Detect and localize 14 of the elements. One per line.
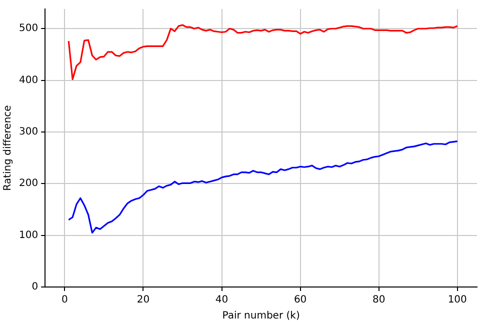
- y-tick-label: 400: [18, 74, 38, 86]
- y-tick-label: 100: [18, 230, 38, 241]
- x-axis-title: Pair number (k): [222, 310, 300, 322]
- y-axis-title: Rating difference: [2, 105, 14, 191]
- x-tick-label: 0: [62, 294, 68, 306]
- x-tick-label: 20: [136, 294, 150, 306]
- x-tick-label: 80: [372, 294, 386, 306]
- x-tick-label: 60: [294, 294, 307, 306]
- x-tick-label: 100: [448, 294, 467, 306]
- y-tick-label: 500: [18, 23, 38, 34]
- y-tick-label: 0: [32, 282, 38, 293]
- x-tick-label: 40: [215, 294, 228, 306]
- y-tick-label: 300: [18, 126, 38, 138]
- y-tick-label: 200: [18, 178, 38, 190]
